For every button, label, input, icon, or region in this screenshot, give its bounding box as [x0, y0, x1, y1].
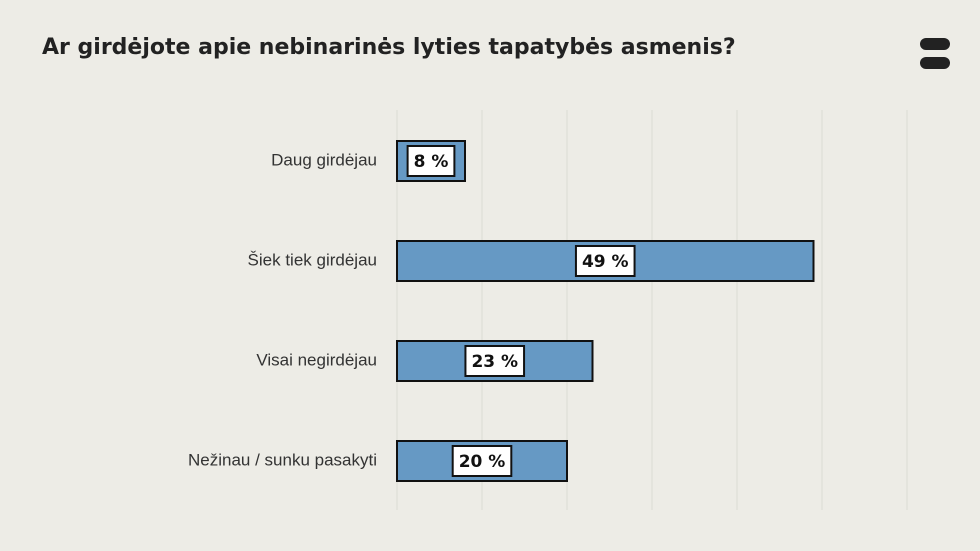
value-label-box	[406, 145, 456, 177]
value-label: 20 %	[459, 452, 506, 472]
y-tick-label: Šiek tiek girdėjau	[248, 250, 377, 269]
value-label: 49 %	[582, 252, 629, 272]
logo	[920, 38, 950, 69]
value-label: 8 %	[414, 152, 449, 172]
value-label: 23 %	[471, 352, 518, 372]
logo-bar	[920, 38, 950, 50]
y-tick-label: Visai negirdėjau	[256, 350, 377, 369]
y-tick-label: Daug girdėjau	[271, 150, 377, 169]
value-label-box	[464, 345, 526, 377]
y-tick-label: Nežinau / sunku pasakyti	[188, 450, 377, 469]
chart-title: Ar girdėjote apie nebinarinės lyties tap…	[42, 35, 736, 60]
value-label-box	[451, 445, 513, 477]
logo-bar	[920, 57, 950, 69]
value-label-box	[574, 245, 636, 277]
